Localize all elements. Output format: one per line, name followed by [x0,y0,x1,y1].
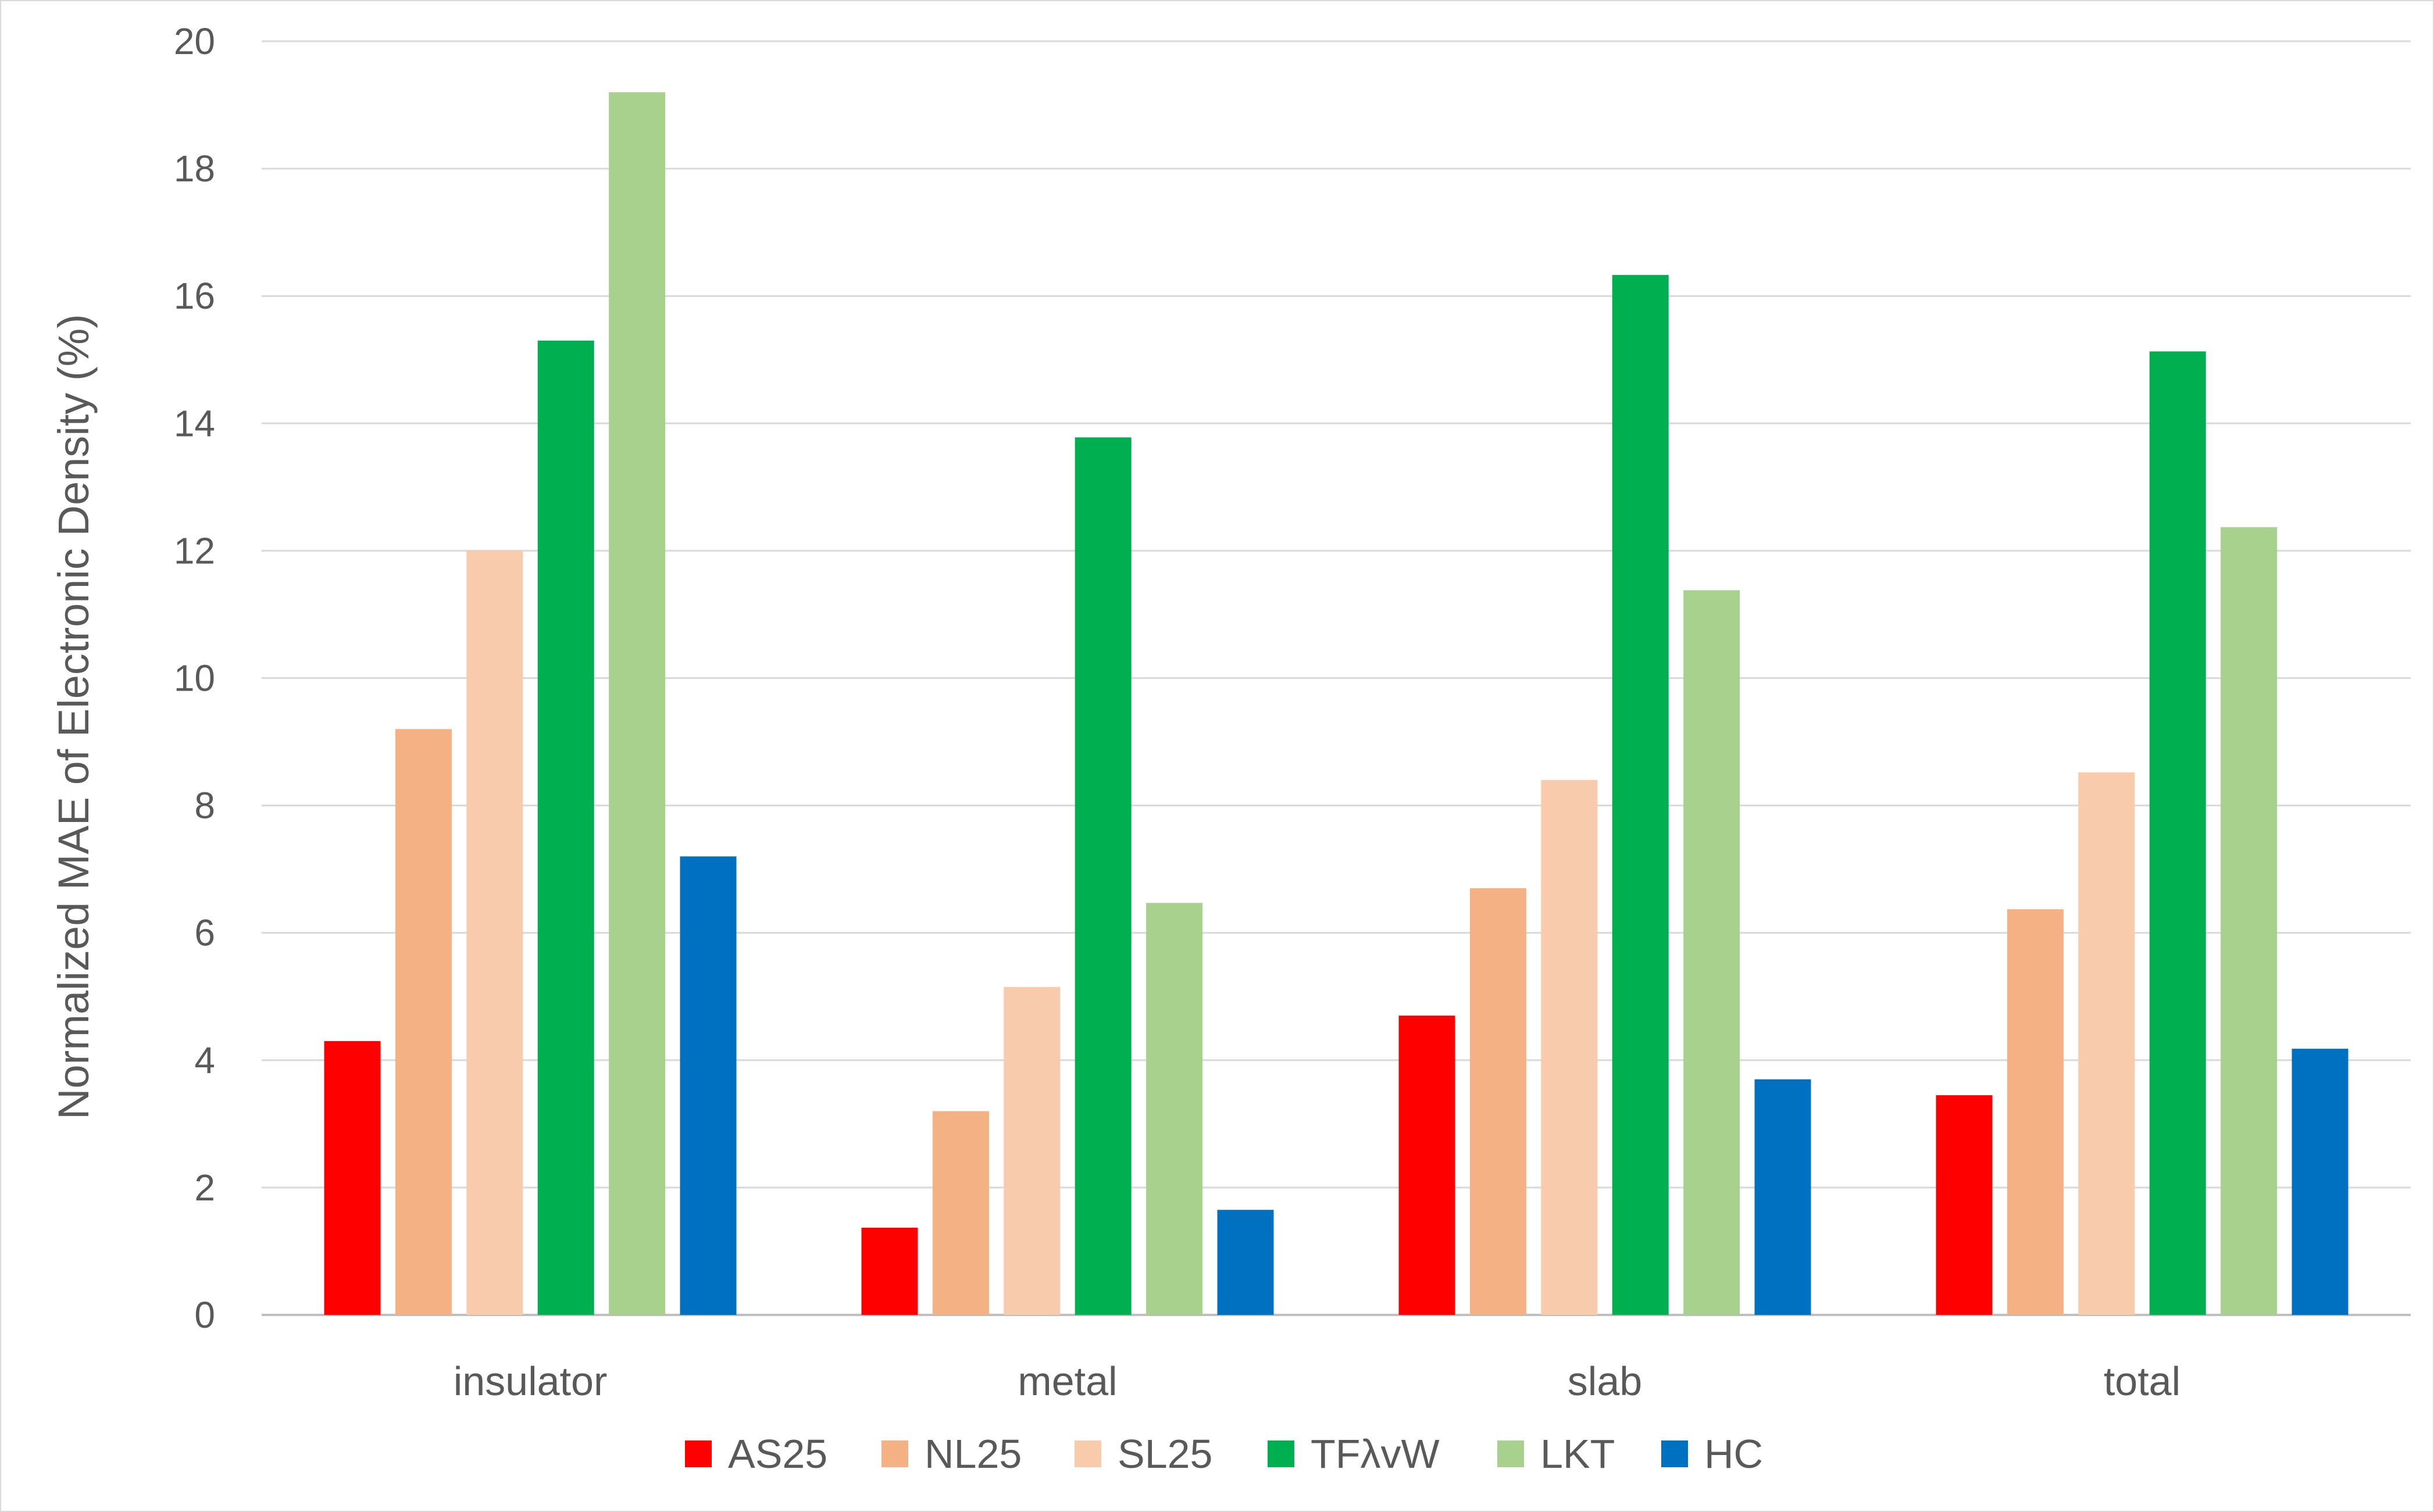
bar-total-AS25 [1936,1095,1993,1315]
y-tick-label: 12 [174,530,215,571]
y-tick-label: 10 [174,657,215,699]
y-tick-label: 6 [194,912,215,954]
bar-insulator-LKT [609,92,665,1315]
legend-swatch-TFλvW [1268,1440,1294,1467]
bar-total-LKT [2221,527,2277,1315]
legend-swatch-HC [1661,1440,1688,1467]
legend-swatch-NL25 [881,1440,908,1467]
legend-label: LKT [1540,1431,1615,1477]
y-tick-label: 4 [194,1039,215,1081]
legend-label: SL25 [1118,1431,1212,1477]
bar-slab-HC [1755,1080,1811,1315]
bar-insulator-NL25 [395,729,452,1315]
bar-total-SL25 [2078,773,2135,1315]
bar-metal-LKT [1146,903,1202,1315]
category-label: metal [1018,1359,1117,1404]
bar-total-HC [2292,1049,2349,1315]
bar-slab-LKT [1683,590,1740,1315]
y-tick-label: 2 [194,1167,215,1209]
bar-metal-AS25 [862,1228,918,1315]
bar-insulator-HC [680,856,737,1315]
legend-label: NL25 [925,1431,1022,1477]
legend-label: TFλvW [1311,1431,1440,1477]
bar-insulator-AS25 [324,1041,381,1315]
y-tick-label: 20 [174,20,215,62]
bar-slab-TFλvW [1612,275,1669,1315]
bar-total-TFλvW [2150,352,2206,1315]
category-label: total [2104,1359,2180,1404]
bar-insulator-TFλvW [538,341,594,1315]
legend-swatch-LKT [1497,1440,1524,1467]
bar-slab-AS25 [1399,1016,1455,1315]
category-label: insulator [454,1359,608,1404]
category-label: slab [1568,1359,1642,1404]
bar-metal-TFλvW [1075,437,1132,1315]
legend-swatch-AS25 [685,1440,712,1467]
bar-total-NL25 [2007,909,2064,1315]
y-tick-label: 18 [174,148,215,190]
legend-label: AS25 [728,1431,827,1477]
bar-metal-HC [1218,1210,1274,1315]
bar-slab-NL25 [1470,888,1526,1315]
legend-label: HC [1704,1431,1763,1477]
y-tick-label: 14 [174,402,215,444]
y-tick-label: 0 [194,1294,215,1336]
bar-slab-SL25 [1541,780,1597,1315]
y-tick-label: 8 [194,785,215,827]
bar-metal-SL25 [1004,987,1060,1315]
y-tick-label: 16 [174,275,215,317]
bar-insulator-SL25 [466,551,523,1315]
y-axis-title: Normalized MAE of Electronic Density (%) [49,314,98,1120]
bar-metal-NL25 [933,1111,989,1315]
legend-swatch-SL25 [1075,1440,1101,1467]
